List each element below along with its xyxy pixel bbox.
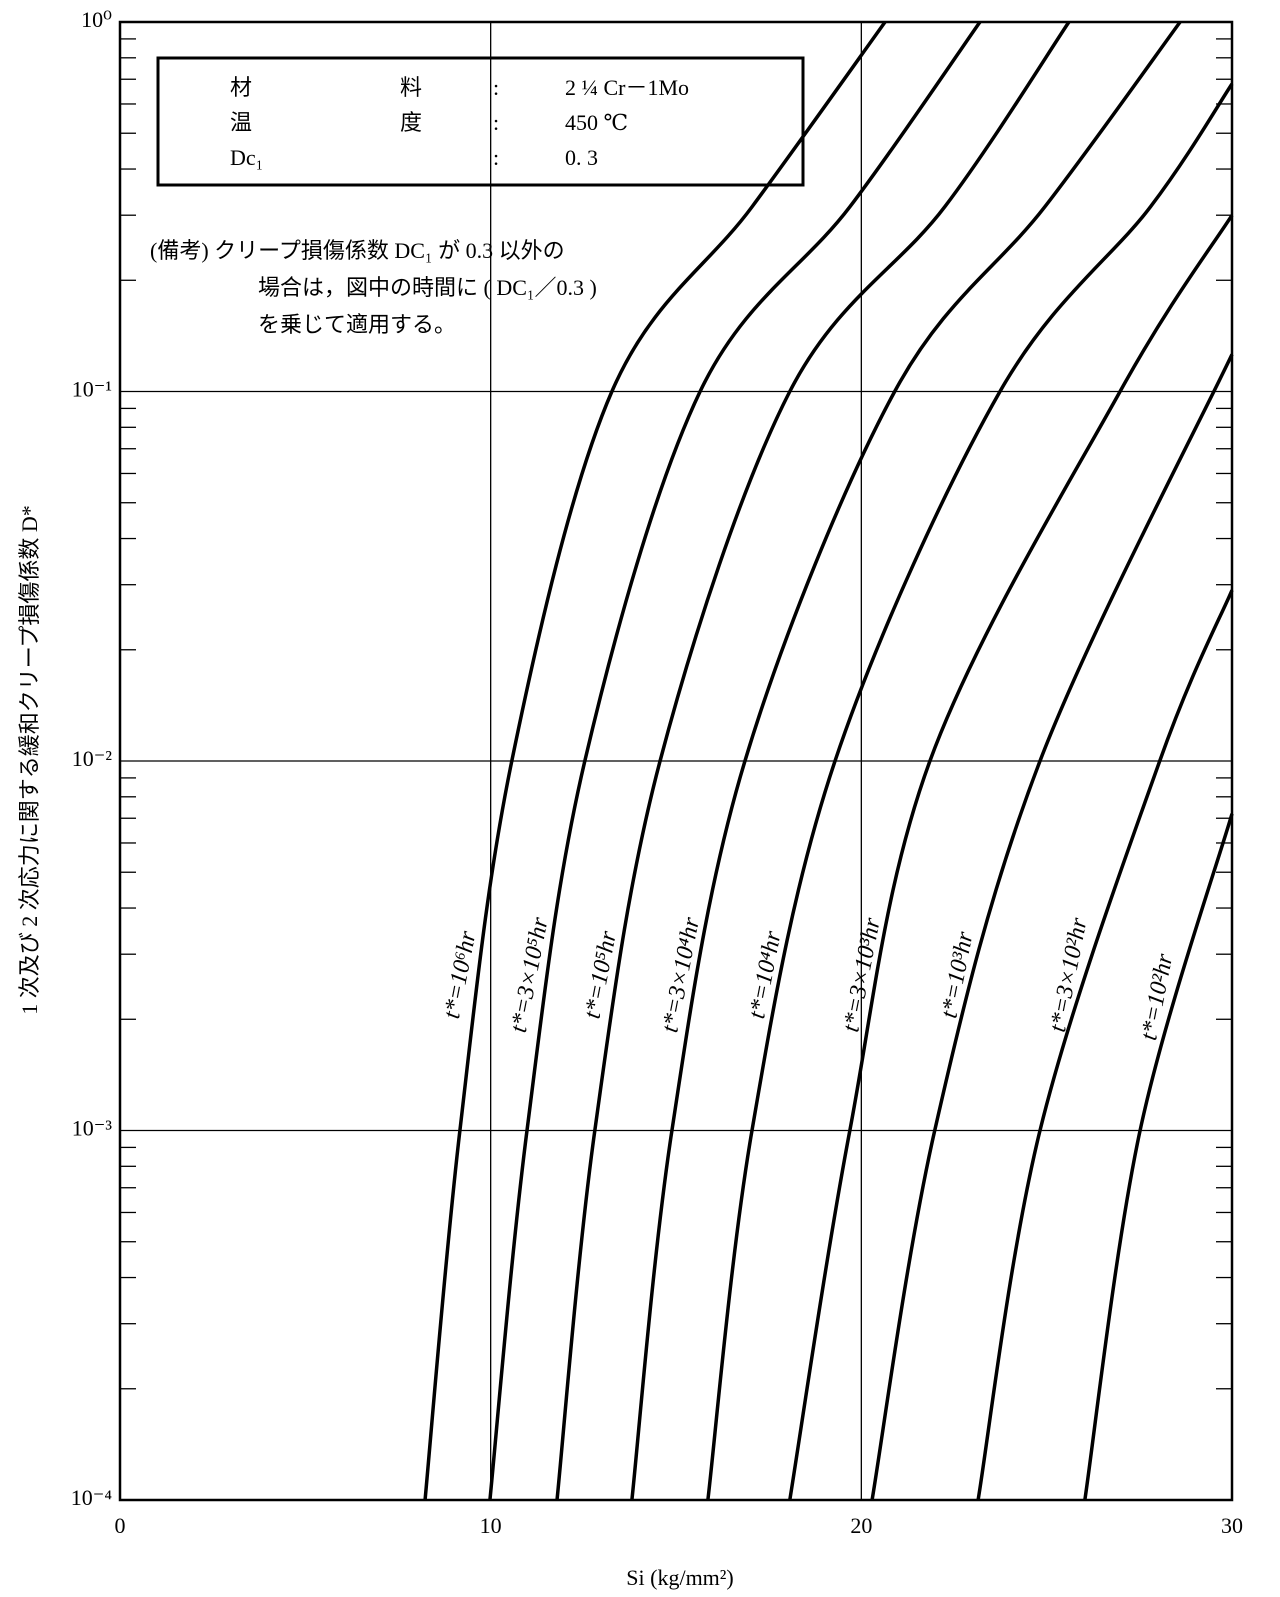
info-value: 0. 3 — [565, 145, 598, 170]
curve — [976, 589, 1234, 1501]
note-line: 場合は，図中の時間に ( DC₁／0.3 ) — [258, 275, 597, 300]
note-line: (備考) クリープ損傷係数 DC₁ が 0.3 以外の — [150, 238, 565, 263]
y-tick-label: 10⁻¹ — [72, 377, 112, 402]
info-separator: : — [493, 75, 499, 100]
y-tick-label: 10⁻³ — [72, 1116, 113, 1141]
curve-label: t*=3×10³hr — [838, 915, 886, 1034]
y-tick-label: 10⁰ — [81, 7, 112, 32]
info-box — [156, 56, 805, 187]
curve — [488, 20, 982, 1501]
info-label: 温 — [230, 110, 252, 135]
info-separator: : — [493, 145, 499, 170]
x-tick-label: 10 — [480, 1513, 502, 1538]
info-value: 450 ℃ — [565, 110, 628, 135]
curve — [555, 21, 1071, 1501]
y-tick-label: 10⁻² — [72, 746, 113, 771]
info-separator: : — [493, 110, 499, 135]
x-tick-label: 20 — [850, 1513, 872, 1538]
info-label: 料 — [400, 75, 422, 100]
y-tick-label: 10⁻⁴ — [71, 1485, 113, 1510]
curve — [870, 353, 1234, 1501]
curve — [788, 214, 1234, 1501]
curve — [630, 20, 1182, 1501]
curve-label: t*=10²hr — [1136, 951, 1178, 1042]
info-label: 材 — [230, 75, 252, 100]
x-axis-label: Si (kg/mm²) — [626, 1565, 733, 1590]
info-label: Dc₁ — [230, 145, 263, 170]
y-axis-label: 1 次及び 2 次応力に関する緩和クリープ損傷係数 D* — [17, 505, 42, 1015]
curve — [706, 82, 1234, 1501]
x-tick-label: 30 — [1221, 1513, 1243, 1538]
curve — [423, 20, 887, 1501]
info-label: 度 — [400, 110, 422, 135]
x-tick-label: 0 — [115, 1513, 126, 1538]
info-value: 2 ¼ Cr－1Mo — [565, 75, 689, 100]
note-line: を乗じて適用する。 — [258, 312, 456, 337]
curve — [1083, 813, 1234, 1501]
